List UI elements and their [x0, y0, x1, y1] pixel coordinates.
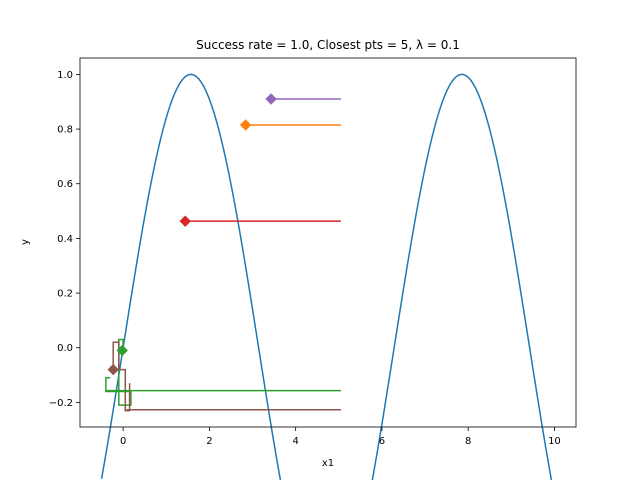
- y-tick-label: 0.2: [57, 289, 73, 300]
- plot-area: [100, 73, 553, 480]
- axes-frame: [79, 57, 577, 428]
- x-axis-label: x1: [322, 458, 334, 469]
- x-tick-label: 0: [120, 436, 126, 447]
- x-tick-label: 2: [206, 436, 212, 447]
- y-tick-label: −0.2: [49, 398, 73, 409]
- step-path-1: [112, 341, 131, 412]
- chart-title: Success rate = 1.0, Closest pts = 5, λ =…: [196, 38, 460, 52]
- marker-4: [107, 363, 119, 376]
- y-tick-label: 0.8: [57, 125, 73, 136]
- x-tick-label: 8: [465, 436, 471, 447]
- x-tick-label: 6: [379, 436, 385, 447]
- y-tick-label: 0.6: [57, 179, 73, 190]
- step-path-0: [105, 338, 132, 406]
- y-axis-label: y: [20, 239, 31, 245]
- y-tick-label: 0.4: [57, 234, 73, 245]
- y-tick-label: 1.0: [57, 70, 73, 81]
- y-tick-label: 0.0: [57, 343, 73, 354]
- curve-line: [100, 73, 553, 480]
- x-tick-label: 10: [548, 436, 561, 447]
- marker-1: [239, 119, 252, 131]
- x-tick-label: 4: [292, 436, 298, 447]
- x-axis: 0 2 4 6 8 10: [120, 427, 561, 447]
- marker-0: [265, 93, 277, 105]
- marker-3: [116, 344, 128, 357]
- marker-2: [179, 215, 191, 227]
- y-axis: −0.2 0.0 0.2 0.4 0.6 0.8 1.0: [49, 70, 80, 409]
